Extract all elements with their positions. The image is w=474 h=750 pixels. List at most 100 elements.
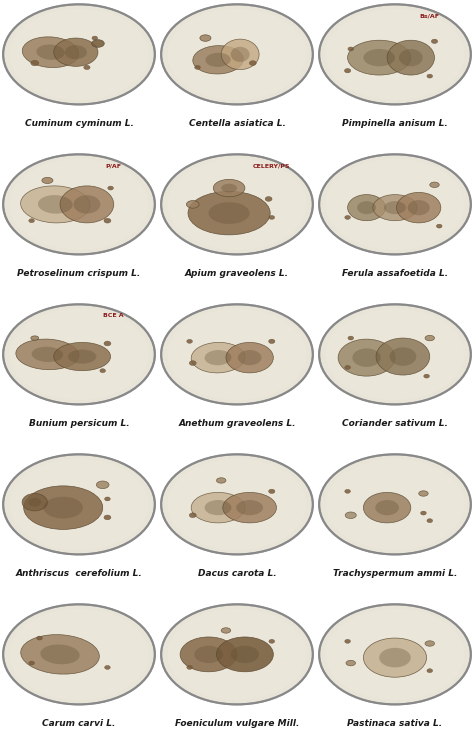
Ellipse shape xyxy=(221,39,259,70)
Ellipse shape xyxy=(364,493,411,523)
Ellipse shape xyxy=(397,193,441,223)
Ellipse shape xyxy=(3,454,155,554)
Ellipse shape xyxy=(31,336,39,340)
Ellipse shape xyxy=(91,40,104,47)
Ellipse shape xyxy=(9,459,148,550)
Text: Carum carvi L.: Carum carvi L. xyxy=(42,718,116,728)
Ellipse shape xyxy=(326,9,465,100)
Ellipse shape xyxy=(3,154,155,254)
Ellipse shape xyxy=(319,454,471,554)
Circle shape xyxy=(348,47,354,51)
Ellipse shape xyxy=(96,481,109,488)
Circle shape xyxy=(104,515,111,520)
Ellipse shape xyxy=(161,154,313,254)
Ellipse shape xyxy=(346,660,356,666)
Ellipse shape xyxy=(3,604,155,704)
Ellipse shape xyxy=(36,44,64,60)
Ellipse shape xyxy=(167,309,307,400)
Text: Pastinaca sativa L.: Pastinaca sativa L. xyxy=(347,718,443,728)
Ellipse shape xyxy=(319,4,471,104)
Ellipse shape xyxy=(384,201,406,214)
Ellipse shape xyxy=(399,49,423,66)
Ellipse shape xyxy=(167,609,307,700)
Ellipse shape xyxy=(3,304,155,404)
Text: CELERY/PS: CELERY/PS xyxy=(253,163,291,168)
Circle shape xyxy=(84,65,90,70)
Ellipse shape xyxy=(42,178,53,184)
Ellipse shape xyxy=(24,486,103,530)
Ellipse shape xyxy=(73,195,100,214)
Ellipse shape xyxy=(54,343,110,370)
Text: Pimpinella anisum L.: Pimpinella anisum L. xyxy=(342,118,448,128)
Circle shape xyxy=(269,639,274,644)
Ellipse shape xyxy=(319,304,471,404)
Ellipse shape xyxy=(167,9,307,100)
Ellipse shape xyxy=(193,46,243,74)
Ellipse shape xyxy=(191,493,245,523)
Ellipse shape xyxy=(319,154,471,254)
Circle shape xyxy=(427,74,433,78)
Circle shape xyxy=(431,39,438,44)
Text: P/AF: P/AF xyxy=(106,163,122,168)
Circle shape xyxy=(105,497,110,501)
Ellipse shape xyxy=(194,646,223,663)
Ellipse shape xyxy=(319,604,471,704)
Ellipse shape xyxy=(44,496,83,518)
Circle shape xyxy=(100,369,106,373)
Text: Coriander sativum L.: Coriander sativum L. xyxy=(342,419,448,428)
Ellipse shape xyxy=(40,644,80,664)
Circle shape xyxy=(195,65,201,70)
Circle shape xyxy=(36,636,42,640)
Ellipse shape xyxy=(191,343,245,373)
Ellipse shape xyxy=(167,459,307,550)
Circle shape xyxy=(265,196,272,201)
Ellipse shape xyxy=(209,202,250,224)
Ellipse shape xyxy=(375,500,399,515)
Ellipse shape xyxy=(161,304,313,404)
Ellipse shape xyxy=(231,46,250,62)
Circle shape xyxy=(92,36,98,40)
Ellipse shape xyxy=(205,500,231,515)
Ellipse shape xyxy=(205,53,231,67)
Ellipse shape xyxy=(60,186,114,223)
Circle shape xyxy=(345,365,350,370)
Ellipse shape xyxy=(161,454,313,554)
Ellipse shape xyxy=(38,195,73,214)
Ellipse shape xyxy=(223,493,276,523)
Ellipse shape xyxy=(16,339,79,370)
Ellipse shape xyxy=(22,37,79,68)
Ellipse shape xyxy=(213,179,245,196)
Circle shape xyxy=(104,218,111,223)
Circle shape xyxy=(29,219,35,223)
Ellipse shape xyxy=(205,350,231,365)
Ellipse shape xyxy=(217,637,273,672)
Ellipse shape xyxy=(238,350,262,365)
Ellipse shape xyxy=(221,184,237,193)
Ellipse shape xyxy=(231,646,259,663)
Circle shape xyxy=(104,341,111,346)
Circle shape xyxy=(189,361,196,365)
Ellipse shape xyxy=(345,512,356,518)
Ellipse shape xyxy=(390,347,416,366)
Ellipse shape xyxy=(352,349,381,367)
Ellipse shape xyxy=(3,4,155,104)
Circle shape xyxy=(108,186,113,190)
Text: Anthriscus  cerefolium L.: Anthriscus cerefolium L. xyxy=(16,568,142,578)
Circle shape xyxy=(269,339,275,344)
Circle shape xyxy=(420,511,426,515)
Text: Ferula assafoetida L.: Ferula assafoetida L. xyxy=(342,268,448,278)
Ellipse shape xyxy=(425,335,435,340)
Circle shape xyxy=(29,661,35,665)
Ellipse shape xyxy=(180,637,237,672)
Text: Anethum graveolens L.: Anethum graveolens L. xyxy=(178,419,296,428)
Ellipse shape xyxy=(217,478,226,483)
Text: Cuminum cyminum L.: Cuminum cyminum L. xyxy=(25,118,134,128)
Text: Centella asiatica L.: Centella asiatica L. xyxy=(189,118,285,128)
Circle shape xyxy=(187,339,192,344)
Circle shape xyxy=(345,489,350,494)
Ellipse shape xyxy=(326,159,465,250)
Ellipse shape xyxy=(161,4,313,104)
Text: Apium graveolens L.: Apium graveolens L. xyxy=(185,268,289,278)
Ellipse shape xyxy=(28,498,41,506)
Circle shape xyxy=(345,215,350,220)
